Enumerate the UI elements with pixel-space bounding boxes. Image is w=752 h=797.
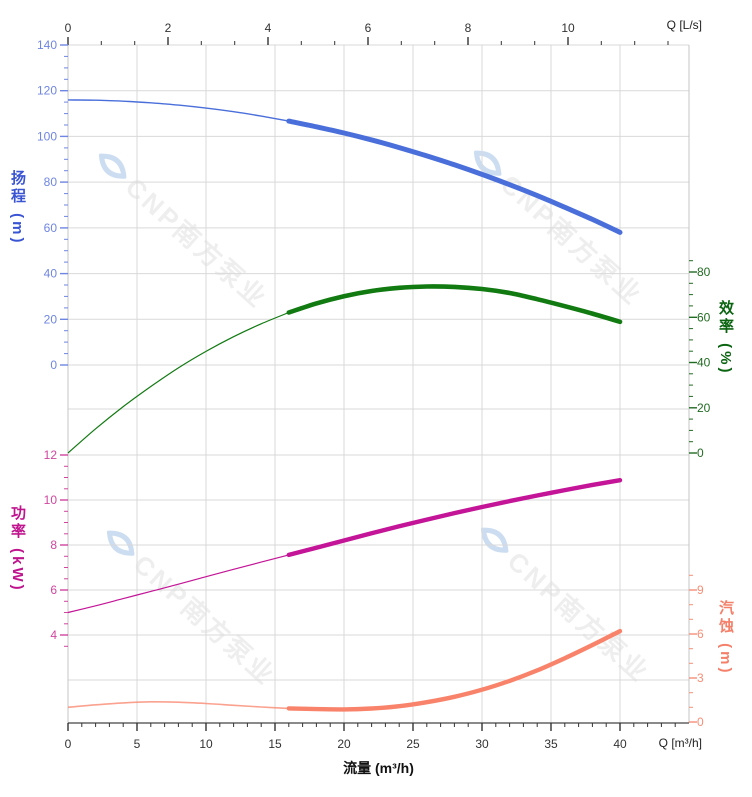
bottom-tick-label: 40 (613, 737, 627, 751)
curve-efficiency-thick (286, 284, 623, 325)
top-axis-unit-label: Q [L/s] (666, 18, 702, 32)
curve-power-thick (286, 478, 623, 558)
top-tick-label: 10 (561, 21, 575, 35)
head-tick-label: 20 (44, 312, 58, 326)
head-tick-label: 100 (37, 129, 57, 143)
power-tick-label: 8 (50, 538, 57, 552)
head-tick-label: 80 (44, 175, 58, 189)
npsh-tick-label: 6 (697, 627, 704, 641)
power-tick-label: 12 (44, 448, 58, 462)
npsh-tick-label: 0 (697, 715, 704, 729)
top-tick-label: 8 (465, 21, 472, 35)
axis-title-efficiency: 效率 (%) (717, 300, 734, 376)
bottom-tick-label: 20 (337, 737, 351, 751)
curve-head-thin (67, 99, 289, 122)
eff-tick-label: 20 (697, 401, 711, 415)
bottom-tick-label: 10 (199, 737, 213, 751)
flow-axis-title: 流量 (m³/h) (343, 760, 414, 776)
npsh-tick-label: 9 (697, 583, 704, 597)
top-tick-label: 0 (65, 21, 72, 35)
power-tick-label: 10 (44, 493, 58, 507)
bottom-tick-label: 30 (475, 737, 489, 751)
eff-tick-label: 0 (697, 446, 704, 460)
axis-title-power: 功率 (kW) (9, 505, 26, 593)
bottom-tick-label: 0 (65, 737, 72, 751)
power-tick-label: 6 (50, 583, 57, 597)
head-tick-label: 120 (37, 84, 57, 98)
top-tick-label: 2 (165, 21, 172, 35)
power-tick-label: 4 (50, 628, 57, 642)
head-tick-label: 40 (44, 267, 58, 281)
bottom-tick-label: 15 (268, 737, 282, 751)
npsh-tick-label: 3 (697, 671, 704, 685)
bottom-axis-unit-label: Q [m³/h] (658, 736, 702, 750)
eff-tick-label: 40 (697, 356, 711, 370)
head-tick-label: 140 (37, 38, 57, 52)
head-tick-label: 60 (44, 221, 58, 235)
eff-tick-label: 60 (697, 310, 711, 324)
bottom-tick-label: 35 (544, 737, 558, 751)
top-tick-label: 6 (365, 21, 372, 35)
curve-head-thick (286, 118, 623, 235)
eff-tick-label: 80 (697, 265, 711, 279)
curve-efficiency-thin (67, 311, 290, 454)
curve-npsh-thick (286, 628, 623, 712)
axis-title-npsh: 汽蚀 (m) (717, 600, 734, 676)
curve-npsh-thin (67, 700, 289, 710)
head-tick-label: 0 (50, 358, 57, 372)
curve-power-thin (67, 554, 289, 614)
axis-title-head: 扬程 (m) (9, 170, 26, 246)
top-tick-label: 4 (265, 21, 272, 35)
bottom-tick-label: 25 (406, 737, 420, 751)
bottom-tick-label: 5 (134, 737, 141, 751)
